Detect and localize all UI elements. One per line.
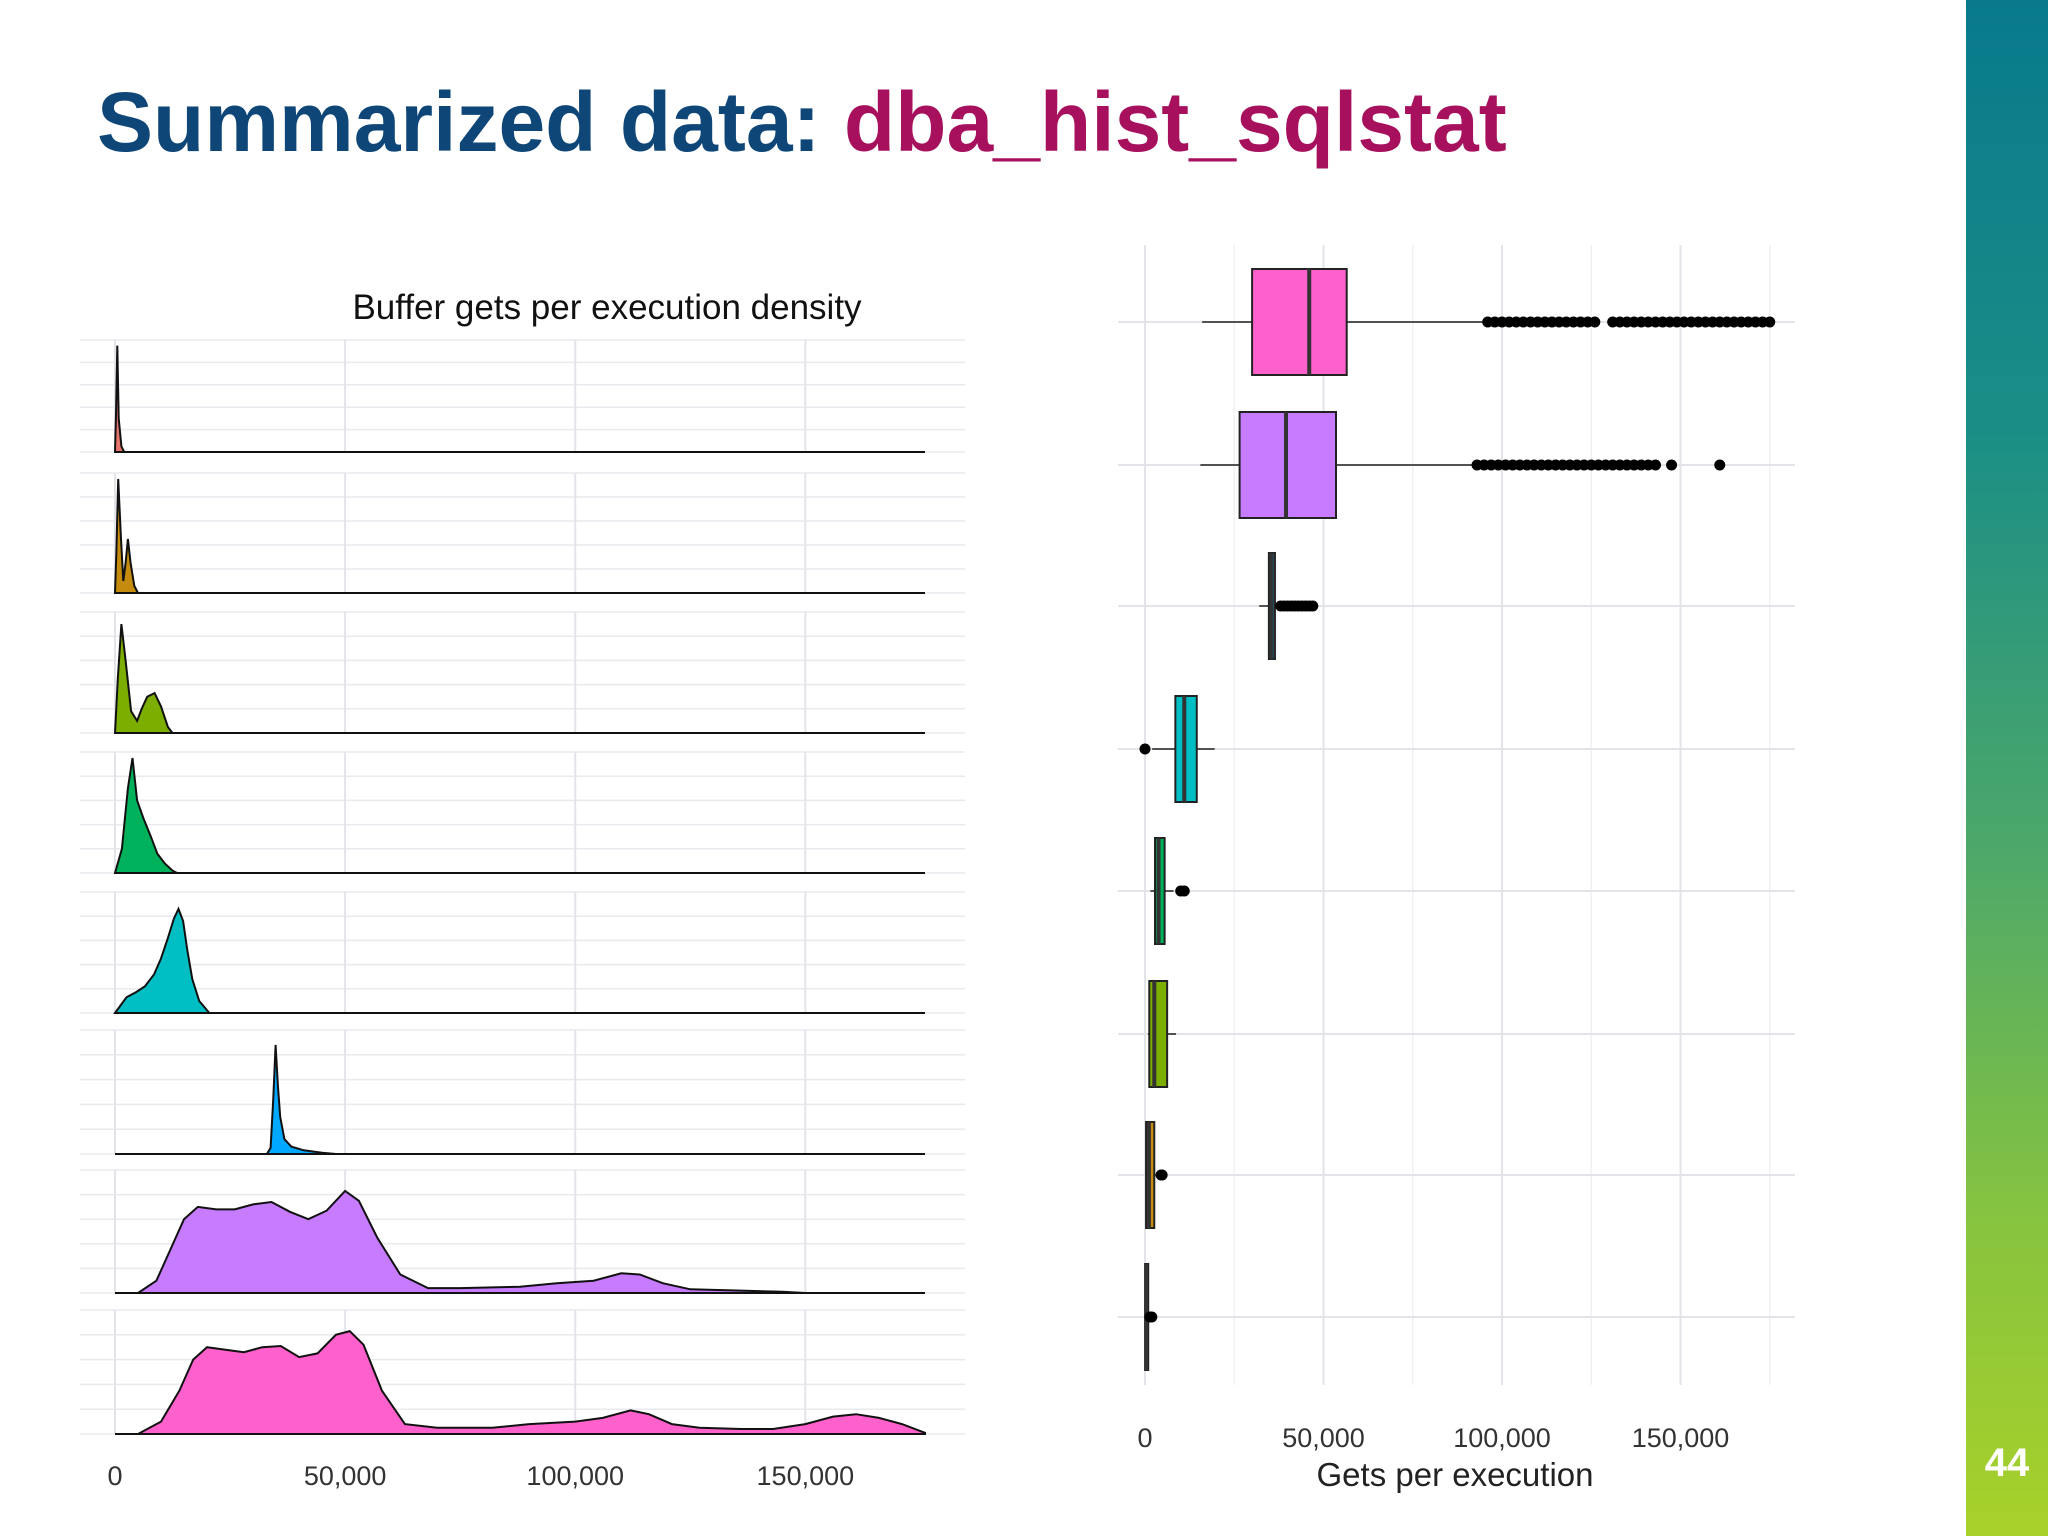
boxplot-iqr-box <box>1148 980 1169 1088</box>
slide-title: Summarized data: dba_hist_sqlstat <box>97 72 1507 172</box>
density-x-tick-label: 0 <box>107 1461 122 1491</box>
boxplot-box-7 <box>1145 1121 1168 1229</box>
density-panel-2-grid <box>80 472 965 594</box>
density-area-7 <box>134 1189 806 1294</box>
density-panel-5-grid <box>80 891 965 1014</box>
boxplot-outlier-point <box>1650 459 1662 471</box>
boxplot-box-8 <box>1144 1263 1158 1371</box>
boxplot-outlier-point <box>1666 459 1678 471</box>
density-area-2 <box>113 478 140 594</box>
boxplot-iqr-box <box>1251 268 1348 376</box>
density-panel-4-grid <box>80 751 965 874</box>
boxplot-box-6 <box>1147 980 1177 1088</box>
side-decor-band <box>1966 0 2048 1536</box>
density-x-tick-label: 150,000 <box>757 1461 855 1491</box>
density-chart: Buffer gets per execution density 0 50,00… <box>80 288 965 1491</box>
density-area-3 <box>113 623 175 734</box>
boxplot-box-5 <box>1150 837 1190 945</box>
density-area-4 <box>113 757 178 874</box>
boxplot-outlier-point <box>1714 459 1726 471</box>
density-area-5 <box>113 906 212 1014</box>
boxplot-x-tick-label: 50,000 <box>1282 1423 1365 1453</box>
boxplot-box-2 <box>1200 411 1726 519</box>
boxplot-gridlines <box>1118 245 1795 1385</box>
density-area-6 <box>265 1044 336 1155</box>
boxplot-boxes <box>1139 268 1776 1371</box>
density-area-1 <box>113 345 126 453</box>
density-x-tick-label: 100,000 <box>526 1461 624 1491</box>
boxplot-box-1 <box>1202 268 1776 376</box>
density-chart-title: Buffer gets per execution density <box>352 288 862 327</box>
boxplot-outlier-point <box>1156 1169 1168 1181</box>
boxplot-box-4 <box>1139 695 1215 803</box>
boxplot-x-tick-label: 100,000 <box>1453 1423 1551 1453</box>
boxplot-outlier-point <box>1146 1311 1158 1323</box>
boxplot-outlier-point <box>1589 316 1601 328</box>
boxplot-x-tick-label: 150,000 <box>1632 1423 1730 1453</box>
boxplot-x-axis-label: Gets per execution <box>1317 1456 1594 1493</box>
boxplot-x-tick-label: 0 <box>1137 1423 1152 1453</box>
page-number: 44 <box>1984 1441 2030 1485</box>
boxplot-outlier-point <box>1139 743 1151 755</box>
density-x-ticks: 0 50,000 100,000 150,000 <box>107 1461 854 1491</box>
density-areas <box>113 345 926 1435</box>
density-panel-6-grid <box>80 1029 965 1155</box>
density-panel-1-grid <box>80 339 965 453</box>
density-x-tick-label: 50,000 <box>304 1461 387 1491</box>
boxplot-outlier-point <box>1178 885 1190 897</box>
slide-title-highlight: dba_hist_sqlstat <box>843 75 1507 169</box>
boxplot-outlier-point <box>1764 316 1776 328</box>
boxplot-outlier-point <box>1307 600 1319 612</box>
charts-canvas: Buffer gets per execution density 0 50,00… <box>80 245 1795 1493</box>
boxplot-chart: 0 50,000 100,000 150,000 Gets per execution <box>1118 245 1795 1493</box>
density-panel-3-grid <box>80 611 965 734</box>
boxplot-box-3 <box>1259 552 1319 660</box>
boxplot-x-ticks: 0 50,000 100,000 150,000 <box>1137 1423 1729 1453</box>
slide-title-main: Summarized data: <box>97 75 844 169</box>
density-area-8 <box>137 1329 926 1435</box>
